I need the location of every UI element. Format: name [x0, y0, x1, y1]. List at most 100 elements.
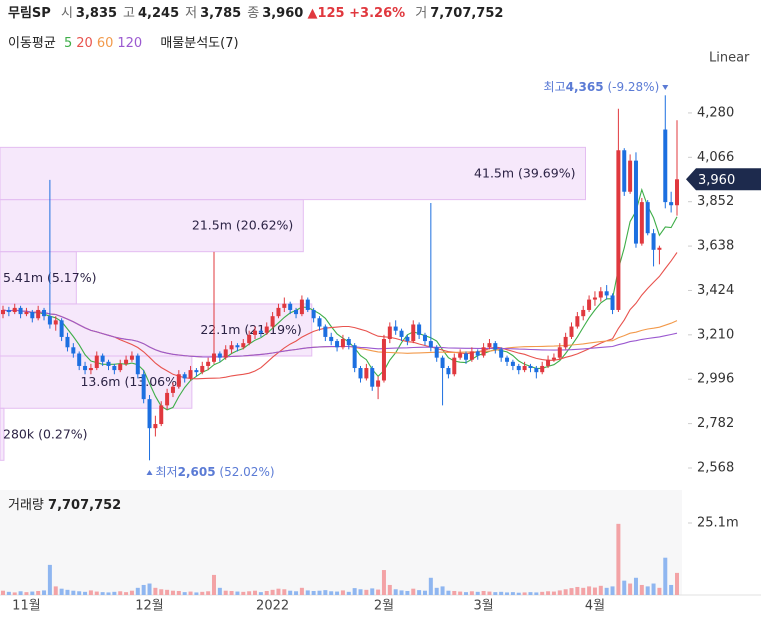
- volume-bar: [481, 590, 486, 595]
- volume-bar: [71, 590, 76, 595]
- candle-body: [106, 361, 111, 366]
- candle-body: [657, 247, 662, 250]
- candle-body: [223, 349, 228, 358]
- volume-bar: [663, 557, 668, 595]
- volume-bar: [229, 590, 234, 595]
- volume-bar: [47, 564, 52, 595]
- volume-bar: [557, 590, 562, 595]
- volume-bar: [112, 591, 117, 595]
- stat-label: 시: [60, 6, 73, 21]
- volume-bar: [30, 591, 35, 595]
- analysis-label[interactable]: 매물분석도(7): [160, 36, 239, 51]
- candle-body: [135, 355, 140, 375]
- volume-bar: [1, 590, 5, 595]
- volume-bar: [376, 589, 381, 595]
- volume-bar: [628, 583, 633, 595]
- candle-body: [30, 312, 35, 319]
- profile-label: 13.6m (13.06%): [80, 374, 181, 389]
- volume-bar: [188, 591, 193, 595]
- candle-body: [36, 309, 41, 319]
- volume-bar: [305, 590, 310, 595]
- volume-bar: [522, 592, 527, 595]
- volume-bar: [516, 592, 521, 595]
- volume-bar: [417, 590, 422, 595]
- moving-average: [2, 309, 678, 358]
- profile-label: 5.41m (5.17%): [3, 269, 96, 284]
- candle-body: [475, 351, 480, 356]
- volume-bar: [675, 572, 679, 595]
- candle-body: [493, 343, 498, 350]
- candle-body: [569, 326, 574, 337]
- candle-body: [551, 357, 556, 360]
- profile-bar: [0, 303, 313, 357]
- volume-bar: [118, 591, 123, 595]
- volume-bar: [669, 584, 674, 595]
- profile-volume: 280k: [3, 426, 35, 441]
- candle-body: [305, 299, 310, 310]
- candle-body: [522, 365, 527, 371]
- volume-bar: [100, 592, 105, 595]
- profile-volume: 13.6m: [80, 374, 120, 389]
- profile-share: (0.27%): [38, 426, 87, 441]
- candle-body: [141, 374, 146, 400]
- candle-body: [323, 326, 328, 337]
- volume-bar: [294, 591, 299, 595]
- volume-bar: [422, 590, 427, 595]
- volume-bar: [493, 592, 498, 595]
- volume-bar: [65, 589, 70, 595]
- volume-bar: [206, 591, 211, 595]
- candle-body: [6, 309, 11, 313]
- volume-bar: [487, 591, 492, 595]
- volume-bar: [24, 592, 29, 595]
- volume-bar: [393, 589, 398, 595]
- volume-bar: [12, 592, 17, 595]
- y-tick-label: 3,852: [697, 194, 734, 209]
- y-tick-label: 3,638: [697, 239, 734, 254]
- volume-bar: [77, 591, 82, 595]
- candle-body: [253, 330, 258, 335]
- candle-body: [340, 338, 345, 348]
- candle-body: [616, 150, 621, 310]
- candle-body: [417, 324, 422, 335]
- profile-label: 22.1m (21.19%): [200, 321, 301, 336]
- candle-body: [24, 312, 29, 315]
- volume-bar: [59, 588, 64, 595]
- candle-body: [428, 341, 433, 348]
- volume-bar: [147, 583, 152, 595]
- x-tick-label: 4월: [585, 599, 605, 614]
- volume-bar: [165, 589, 170, 595]
- volume-bar: [53, 586, 58, 595]
- volume-bar: [639, 584, 644, 595]
- scale-mode[interactable]: Linear: [709, 51, 750, 66]
- volume-bar: [194, 592, 199, 595]
- y-tick-label: 3,424: [697, 283, 734, 298]
- volume-bar: [381, 570, 386, 595]
- candle-body: [282, 303, 287, 308]
- low-mark-change: (52.02%): [219, 465, 274, 479]
- candle-body: [258, 330, 263, 333]
- candle-body: [346, 338, 351, 346]
- candle-body: [639, 202, 644, 244]
- candle-body: [352, 345, 357, 369]
- candle-body: [211, 353, 216, 362]
- volume-bar: [364, 589, 369, 595]
- volume-bar: [633, 577, 638, 595]
- price-tag-label: 3,960: [698, 173, 735, 188]
- candle-body: [499, 349, 504, 358]
- stat-label: 고: [123, 6, 136, 21]
- candle-body: [294, 309, 299, 315]
- moving-average: [2, 187, 678, 411]
- volume-label: 거: [415, 6, 428, 21]
- candle-body: [276, 307, 281, 317]
- volume-bar: [464, 592, 469, 595]
- volume-bar: [610, 586, 615, 595]
- profile-share: (39.69%): [518, 165, 575, 180]
- candle-body: [458, 353, 463, 358]
- x-tick-label: 12월: [135, 599, 164, 614]
- volume-bar: [106, 592, 111, 595]
- volume-bar: [569, 588, 574, 595]
- volume-bar: [469, 591, 474, 595]
- volume-bar: [276, 588, 281, 595]
